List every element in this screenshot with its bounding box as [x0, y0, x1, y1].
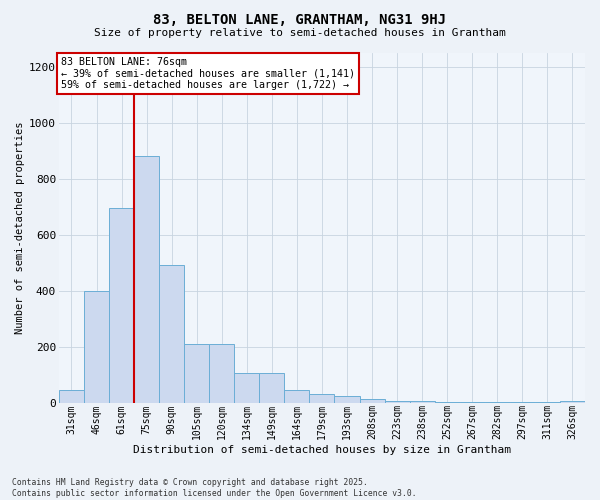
Bar — [259, 374, 284, 403]
Bar — [310, 394, 334, 403]
Bar — [159, 266, 184, 403]
Text: 83, BELTON LANE, GRANTHAM, NG31 9HJ: 83, BELTON LANE, GRANTHAM, NG31 9HJ — [154, 12, 446, 26]
Bar — [59, 390, 84, 403]
Y-axis label: Number of semi-detached properties: Number of semi-detached properties — [15, 122, 25, 334]
Bar — [209, 344, 234, 403]
Bar — [560, 400, 585, 403]
Bar — [460, 402, 485, 403]
Bar — [284, 390, 310, 403]
Bar — [184, 344, 209, 403]
Text: Contains HM Land Registry data © Crown copyright and database right 2025.
Contai: Contains HM Land Registry data © Crown c… — [12, 478, 416, 498]
Text: Size of property relative to semi-detached houses in Grantham: Size of property relative to semi-detach… — [94, 28, 506, 38]
Bar — [385, 400, 410, 403]
Text: 83 BELTON LANE: 76sqm
← 39% of semi-detached houses are smaller (1,141)
59% of s: 83 BELTON LANE: 76sqm ← 39% of semi-deta… — [61, 56, 355, 90]
Bar — [535, 402, 560, 403]
Bar — [510, 402, 535, 403]
Bar — [109, 208, 134, 403]
Bar — [134, 156, 159, 403]
X-axis label: Distribution of semi-detached houses by size in Grantham: Distribution of semi-detached houses by … — [133, 445, 511, 455]
Bar — [234, 374, 259, 403]
Bar — [434, 402, 460, 403]
Bar — [485, 402, 510, 403]
Bar — [84, 290, 109, 403]
Bar — [334, 396, 359, 403]
Bar — [410, 402, 434, 403]
Bar — [359, 398, 385, 403]
